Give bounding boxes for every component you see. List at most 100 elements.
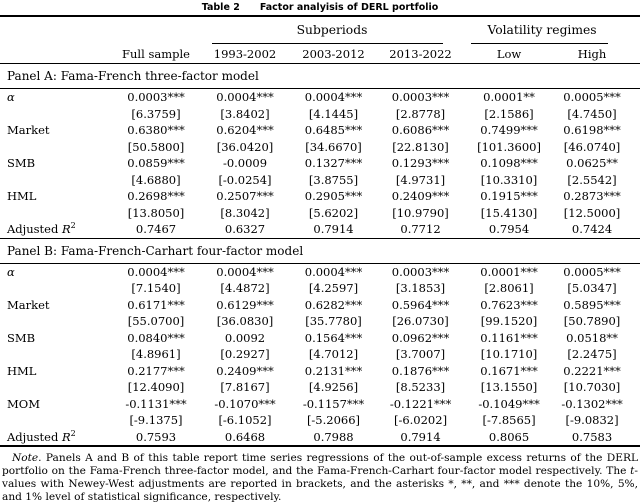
tstat-cell: [10.1710] [480,347,538,361]
coef-cell: 0.0859*** [127,156,185,170]
r2-cell: 0.7954 [464,221,555,239]
blank-cell [0,16,112,44]
coef-cell: 0.1293*** [391,156,450,170]
r2-superscript: 2 [70,428,76,438]
coef-cell: 0.0004*** [304,90,363,104]
r2-cell: 0.7914 [400,429,441,444]
tstat-cell: [99.1520] [480,314,538,328]
tstat-cell: [13.1550] [480,380,538,394]
tstat-cell: [-0.0254] [218,172,272,187]
panel-b-title-row: Panel B: Fama-French-Carhart four-factor… [0,238,640,264]
tstat-cell: [5.0347] [567,281,617,295]
r2-cell: 0.7467 [112,221,200,239]
table-title: Factor analyisis of DERL portfolio [259,2,439,13]
row-label-hml: HML [7,363,37,378]
coef-cell: 0.6380*** [127,123,185,137]
col-header-2003-2012: 2003-2012 [290,44,377,64]
tstat-cell: [2.8778] [395,106,446,121]
coef-cell: 0.0003*** [391,90,450,104]
table-row: MOM -0.1131*** -0.1070*** -0.1157*** -0.… [0,396,640,413]
coef-cell: 0.5895*** [563,297,621,312]
tstat-cell: [4.9256] [308,380,359,394]
tstat-cell: [4.7012] [308,347,359,361]
tstat-cell: [4.4872] [220,281,270,295]
coef-cell: 0.0005*** [563,264,621,279]
tstat-cell: [10.3310] [480,172,538,187]
row-label-adjusted-r2: Adjusted R2 [0,429,112,447]
col-header-full-sample: Full sample [112,44,200,64]
coef-cell: -0.1070*** [214,396,276,411]
table-row: α 0.0003*** 0.0004*** 0.0004*** 0.0003**… [0,89,640,106]
tstat-cell: [55.0700] [127,314,185,328]
coef-cell: 0.2905*** [304,189,363,203]
coef-cell: 0.2177*** [127,363,185,378]
table-row: SMB 0.0840*** 0.0092 0.1564*** 0.0962***… [0,330,640,347]
r2-label-text: Adjusted [7,429,59,444]
coef-cell: 0.0004*** [216,90,274,104]
coef-cell: 0.0004*** [216,264,274,279]
factor-analysis-table: Subperiods Volatility regimes Full sampl… [0,15,640,447]
table-note: Note. Panels A and B of this table repor… [0,447,640,503]
tstat-cell: [12.4090] [127,380,185,394]
coef-cell: 0.6485*** [304,123,363,137]
coef-cell: 0.2873*** [563,189,621,203]
coef-cell: 0.1915*** [480,189,538,203]
coef-cell: 0.0962*** [391,330,450,345]
note-t-italic: t [630,464,635,477]
tstat-cell: [4.6880] [131,172,181,187]
row-label-hml: HML [7,189,37,203]
tstat-cell: [4.2597] [308,281,359,295]
column-header-row: Full sample 1993-2002 2003-2012 2013-202… [0,44,640,64]
tstat-cell: [3.8755] [308,172,359,187]
r2-cell: 0.7988 [313,429,354,444]
table-row: HML 0.2698*** 0.2507*** 0.2905*** 0.2409… [0,188,640,205]
coef-cell: 0.1161*** [480,330,538,345]
col-header-high: High [554,44,640,64]
coef-cell: 0.7499*** [480,123,538,137]
coef-cell: -0.1302*** [561,396,623,411]
col-header-1993-2002: 1993-2002 [200,44,290,64]
tstat-cell: [3.1853] [395,281,446,295]
tstat-cell: [6.3759] [131,106,181,121]
coef-cell: 0.2409*** [391,189,450,203]
coef-cell: 0.5964*** [391,297,450,312]
coef-cell: 0.6204*** [216,123,274,137]
tstat-cell: [4.8961] [131,347,181,361]
coef-cell: 0.0004*** [304,264,363,279]
tstat-cell: [35.7780] [305,314,362,328]
tstat-cell: [7.8167] [220,380,270,394]
table-row: Market 0.6380*** 0.6204*** 0.6485*** 0.6… [0,122,640,139]
coef-cell: 0.2131*** [304,363,363,378]
header-group-row: Subperiods Volatility regimes [0,16,640,44]
row-label-mom: MOM [7,396,40,411]
tstat-cell: [2.5542] [567,172,617,187]
table-row: Adjusted R2 0.7467 0.6327 0.7914 0.7712 … [0,221,640,239]
tstat-cell: [12.5000] [563,205,621,220]
tstat-cell: [2.1586] [484,106,534,121]
blank-cell [0,44,112,64]
table-row: [13.8050] [8.3042] [5.6202] [10.9790] [1… [0,205,640,222]
coef-cell: 0.6171*** [127,297,185,312]
coef-cell: 0.1098*** [480,156,538,170]
tstat-cell: [4.1445] [308,106,359,121]
coef-cell: 0.2698*** [127,189,185,203]
coef-cell: 0.1564*** [304,330,363,345]
row-label-alpha: α [7,90,15,104]
row-label-smb: SMB [7,330,36,345]
tstat-cell: [34.6670] [305,139,362,154]
coef-cell: 0.0001** [483,90,535,104]
tstat-cell: [10.9790] [392,205,449,220]
coef-cell: -0.1131*** [125,396,187,411]
table-row: [4.8961] [0.2927] [4.7012] [3.7007] [10.… [0,346,640,363]
tstat-cell: [3.7007] [395,347,446,361]
table-row: [-9.1375] [-6.1052] [-5.2066] [-6.0202] … [0,412,640,429]
r2-cell: 0.7593 [135,429,177,444]
tstat-cell: [0.2927] [220,347,270,361]
table-row: [12.4090] [7.8167] [4.9256] [8.5233] [13… [0,379,640,396]
coef-cell: 0.6086*** [391,123,450,137]
tstat-cell: [-9.0832] [565,413,619,427]
coef-cell: 0.6129*** [216,297,274,312]
coef-cell: 0.0092 [224,330,266,345]
tstat-cell: [4.9731] [395,172,446,187]
tstat-cell: [36.0830] [216,314,274,328]
